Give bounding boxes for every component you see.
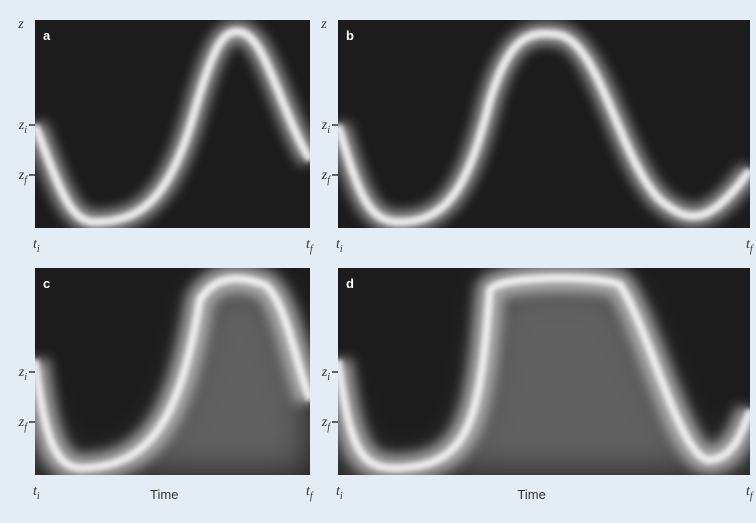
density-core xyxy=(35,27,310,227)
density-fog xyxy=(35,278,310,475)
x-start-label-sub: i xyxy=(340,244,343,255)
y-tick-label: zi xyxy=(18,365,27,383)
x-axis-label: Time xyxy=(517,487,545,502)
y-tick-label-main: z xyxy=(18,415,25,430)
x-end-label-sub: f xyxy=(310,244,314,255)
x-end-label-sub: f xyxy=(750,244,754,255)
x-end-label-sub: f xyxy=(750,491,754,502)
y-tick-label-main: z xyxy=(321,365,328,380)
x-end-label-main: t xyxy=(746,237,751,252)
panel-image xyxy=(35,268,310,475)
y-tick-label: zi xyxy=(321,365,330,383)
y-tick-label-main: z xyxy=(321,415,328,430)
x-start-label-main: t xyxy=(336,484,341,499)
x-end-label-main: t xyxy=(306,484,311,499)
x-end-label: tf xyxy=(306,484,314,502)
density-fog xyxy=(338,278,750,475)
panel-label: a xyxy=(43,28,51,43)
density-core xyxy=(338,274,750,473)
density-core xyxy=(35,274,310,473)
panel-bg xyxy=(338,20,750,228)
x-start-label: ti xyxy=(336,484,343,502)
x-start-label: ti xyxy=(33,237,40,255)
y-tick-label: zf xyxy=(18,168,28,186)
y-tick-label: zf xyxy=(18,415,28,433)
y-tick-label-main: z xyxy=(18,365,25,380)
y-tick-label-main: z xyxy=(321,168,328,183)
panel-image xyxy=(338,268,750,475)
y-tick-label-sub: f xyxy=(24,175,28,186)
y-tick-label-sub: f xyxy=(327,175,331,186)
y-tick-label: zf xyxy=(321,415,331,433)
x-start-label: ti xyxy=(336,237,343,255)
y-axis-label: z xyxy=(17,17,24,32)
x-start-label-main: t xyxy=(33,237,38,252)
panel-label: b xyxy=(346,28,354,43)
y-tick-label: zf xyxy=(321,168,331,186)
x-axis-label: Time xyxy=(150,487,178,502)
x-start-label-sub: i xyxy=(340,491,343,502)
y-tick-label: zi xyxy=(18,118,27,136)
x-end-label: tf xyxy=(306,237,314,255)
y-tick-label-main: z xyxy=(18,168,25,183)
panel-label: c xyxy=(43,276,50,291)
x-end-label: tf xyxy=(746,484,754,502)
x-start-label-sub: i xyxy=(37,491,40,502)
y-tick-label-sub: i xyxy=(24,372,27,383)
y-tick-label-main: z xyxy=(321,118,328,133)
x-end-label-main: t xyxy=(306,237,311,252)
x-end-label-main: t xyxy=(746,484,751,499)
density-core xyxy=(338,29,750,227)
x-start-label-main: t xyxy=(33,484,38,499)
y-tick-label-sub: f xyxy=(327,422,331,433)
y-tick-label: zi xyxy=(321,118,330,136)
panel-image xyxy=(35,20,310,228)
x-start-label: ti xyxy=(33,484,40,502)
y-tick-label-main: z xyxy=(18,118,25,133)
y-tick-label-sub: f xyxy=(24,422,28,433)
x-end-label-sub: f xyxy=(310,491,314,502)
y-tick-label-sub: i xyxy=(24,125,27,136)
y-tick-label-sub: i xyxy=(327,372,330,383)
x-start-label-main: t xyxy=(336,237,341,252)
panel-label: d xyxy=(346,276,354,291)
panel-image xyxy=(338,22,750,228)
x-start-label-sub: i xyxy=(37,244,40,255)
y-axis-label: z xyxy=(320,17,327,32)
x-end-label: tf xyxy=(746,237,754,255)
y-tick-label-sub: i xyxy=(327,125,330,136)
